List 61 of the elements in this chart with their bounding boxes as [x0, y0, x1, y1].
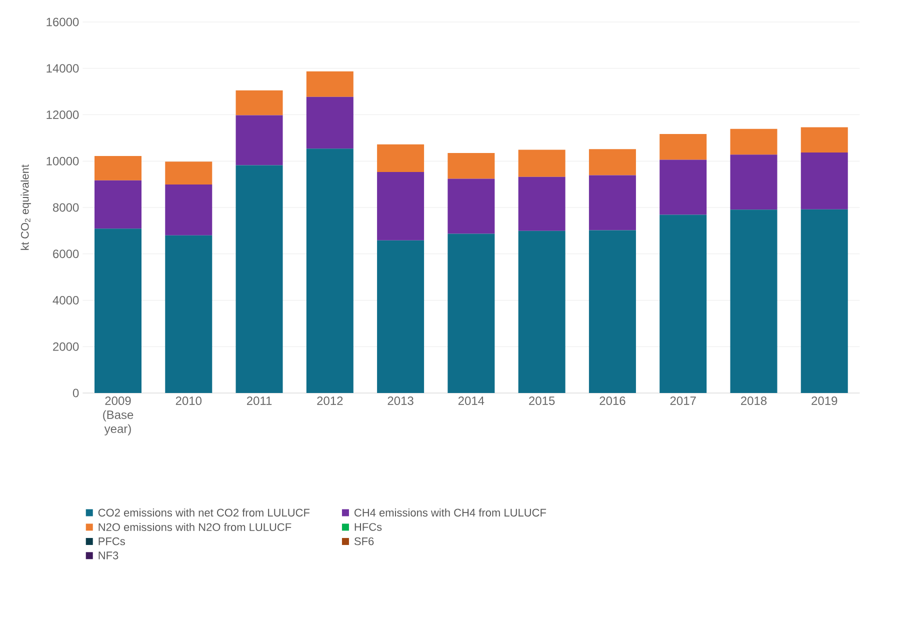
bar	[306, 148, 354, 394]
x-tick-label: 2014	[458, 396, 484, 406]
bar	[94, 156, 142, 180]
y-tick-label: 10000	[46, 156, 79, 166]
bar	[588, 175, 636, 230]
legend-label: N2O emissions with N2O from LULUCF	[98, 522, 292, 532]
y-tick-label: 4000	[52, 296, 79, 305]
bar	[377, 240, 424, 394]
bar	[588, 149, 636, 176]
legend-label: HFCs	[354, 523, 382, 531]
y-axis-title: kt CO$_{2}$ equivalent	[20, 164, 31, 250]
bar	[236, 115, 283, 166]
x-tick-label: 2019	[812, 396, 838, 406]
bar	[165, 162, 212, 185]
legend-label: NF3	[98, 552, 118, 560]
bar	[800, 127, 848, 153]
bar	[660, 214, 707, 394]
x-tick-label: 2011	[246, 396, 272, 406]
x-tick-label: 2010	[176, 396, 202, 406]
y-tick-label: 2000	[53, 342, 79, 351]
bar	[236, 165, 283, 394]
legend-label: CO2 emissions with net CO2 from LULUCF	[98, 508, 310, 517]
bar	[165, 184, 212, 236]
y-tick-label: 14000	[46, 64, 79, 73]
bar	[800, 152, 848, 210]
y-tick-label: 16000	[46, 18, 79, 26]
bar	[800, 209, 848, 394]
y-tick-label: 12000	[46, 110, 79, 120]
x-tick-label: 2017	[670, 396, 696, 406]
bar	[94, 180, 142, 229]
legend-label: CH4 emissions with CH4 from LULUCF	[354, 508, 546, 517]
bar	[306, 96, 354, 149]
bar	[94, 228, 142, 394]
x-tick-label: 2012	[317, 396, 343, 406]
bar	[165, 235, 212, 394]
bar	[448, 234, 495, 394]
legend-label: SF6	[354, 537, 374, 546]
y-tick-label: 0	[72, 388, 79, 398]
bar	[448, 178, 495, 234]
x-tick-label: 2009 (Base year)	[103, 396, 134, 436]
y-tick-label: 8000	[52, 203, 79, 212]
bar	[306, 71, 354, 97]
y-tick-label: 6000	[53, 250, 79, 258]
x-tick-label: 2018	[740, 396, 767, 406]
x-tick-label: 2015	[529, 396, 555, 406]
x-tick-label: 2013	[388, 396, 414, 406]
bar	[518, 150, 566, 177]
bar	[588, 230, 636, 394]
bar	[236, 90, 283, 116]
bar	[377, 172, 424, 240]
legend-label: PFCs	[98, 537, 125, 546]
bar	[660, 134, 707, 160]
bar	[377, 144, 424, 172]
bar	[660, 160, 707, 215]
bar	[730, 154, 778, 210]
bar	[730, 210, 778, 394]
bar	[518, 176, 566, 231]
x-tick-label: 2016	[600, 396, 626, 406]
bar	[518, 230, 566, 394]
bar	[448, 153, 495, 179]
bar	[730, 128, 778, 155]
